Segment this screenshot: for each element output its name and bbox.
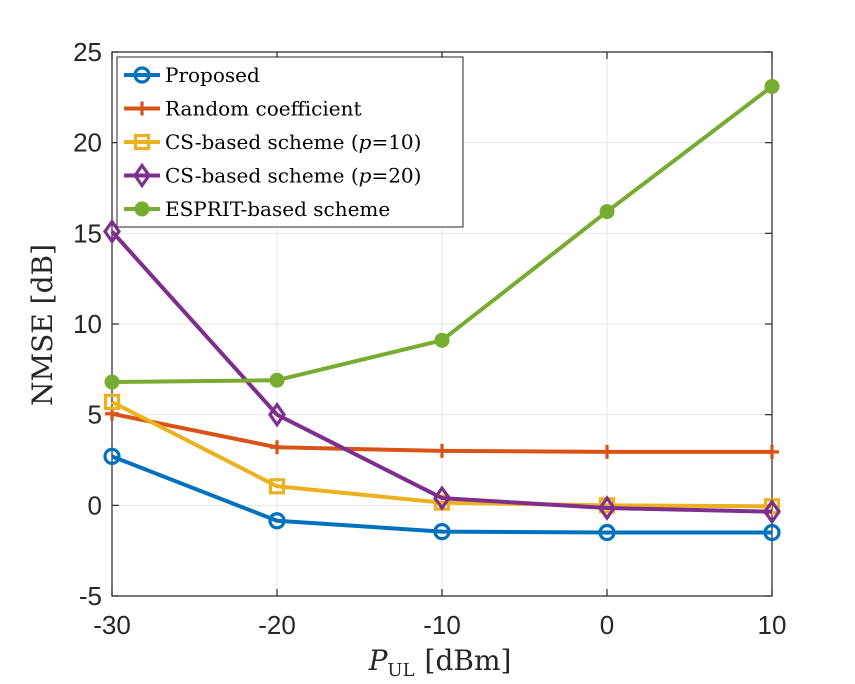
y-tick-label: 15 — [73, 218, 102, 248]
data-point-s0-3 — [598, 523, 616, 542]
x-tick-label: -30 — [93, 610, 131, 640]
series-1 — [105, 406, 779, 459]
legend-label-4: ESPRIT-based scheme — [165, 197, 390, 221]
legend-label-1: Random coefficient — [165, 97, 362, 121]
legend: Proposed Random coefficient CS-based schem… — [116, 56, 464, 228]
data-point-s3-1 — [268, 401, 286, 428]
data-point-s0-2 — [433, 523, 451, 541]
x-tick-label: -20 — [258, 610, 296, 640]
legend-marker-0 — [133, 66, 151, 84]
y-tick-label: 10 — [73, 309, 102, 339]
legend-label-part: CS-based scheme ( — [165, 130, 359, 154]
data-point-s1-3 — [600, 444, 614, 459]
y-tick-label: 5 — [88, 400, 102, 430]
y-axis-title: NMSE [dB] — [26, 244, 59, 406]
series-4 — [104, 78, 780, 390]
data-point-s4-1 — [269, 372, 285, 388]
x-axis-title-unit: [dBm] — [425, 644, 512, 677]
x-tick-label: -10 — [423, 610, 461, 640]
legend-label-part: CS-based scheme ( — [165, 164, 359, 188]
legend-label-part: =20) — [371, 164, 421, 188]
x-axis-title-main: P — [368, 644, 389, 677]
data-point-s2-0 — [103, 393, 121, 411]
data-point-s0-1 — [268, 512, 286, 530]
legend-marker-4 — [134, 201, 150, 217]
legend-label-2: CS-based scheme (p=10) — [165, 130, 421, 154]
legend-label-part: Proposed — [165, 63, 260, 87]
data-point-s0-4 — [763, 523, 781, 542]
legend-label-part: =10) — [371, 130, 421, 154]
legend-marker-2 — [133, 133, 151, 151]
data-point-s4-4 — [764, 78, 780, 94]
x-tick-label: 10 — [758, 610, 787, 640]
series-0 — [103, 447, 781, 542]
data-point-s4-0 — [104, 374, 120, 390]
y-tick-label: 25 — [73, 37, 102, 67]
legend-box — [116, 56, 464, 228]
y-tick-label: 0 — [88, 490, 102, 520]
y-tick-label: 20 — [73, 128, 102, 158]
data-point-s4-3 — [599, 204, 615, 220]
legend-label-part: Random coefficient — [165, 97, 362, 121]
y-axis-ticks: -5 0 5 10 15 20 25 — [73, 37, 772, 611]
legend-label-part: p — [359, 164, 372, 188]
legend-marker-3 — [133, 162, 151, 189]
data-point-s1-2 — [435, 443, 449, 458]
data-point-s3-0 — [103, 218, 121, 245]
data-point-s1-4 — [765, 444, 779, 459]
series-line-3 — [110, 230, 773, 514]
data-point-s3-4 — [763, 498, 781, 525]
legend-label-part: p — [359, 130, 372, 154]
series-3 — [103, 218, 781, 525]
data-point-s1-1 — [270, 440, 284, 455]
legend-marker-1 — [135, 101, 149, 116]
data-point-s2-1 — [268, 478, 286, 495]
data-series — [103, 78, 781, 542]
series-line-0 — [111, 454, 772, 535]
x-axis-ticks: -30 -20 -10 0 10 — [93, 52, 786, 640]
legend-label-0: Proposed — [165, 63, 260, 87]
series-line-2 — [111, 400, 773, 509]
x-axis-title-subscript: UL — [387, 660, 414, 681]
y-tick-label: -5 — [79, 581, 102, 611]
data-point-s3-2 — [433, 485, 451, 511]
data-point-s0-0 — [103, 447, 121, 465]
x-tick-label: 0 — [600, 610, 614, 640]
data-point-s4-2 — [434, 332, 450, 348]
legend-label-3: CS-based scheme (p=20) — [165, 164, 421, 188]
legend-label-part: ESPRIT-based scheme — [165, 197, 390, 221]
x-axis-title: PUL [dBm] — [368, 644, 512, 681]
data-point-s3-3 — [598, 495, 616, 521]
